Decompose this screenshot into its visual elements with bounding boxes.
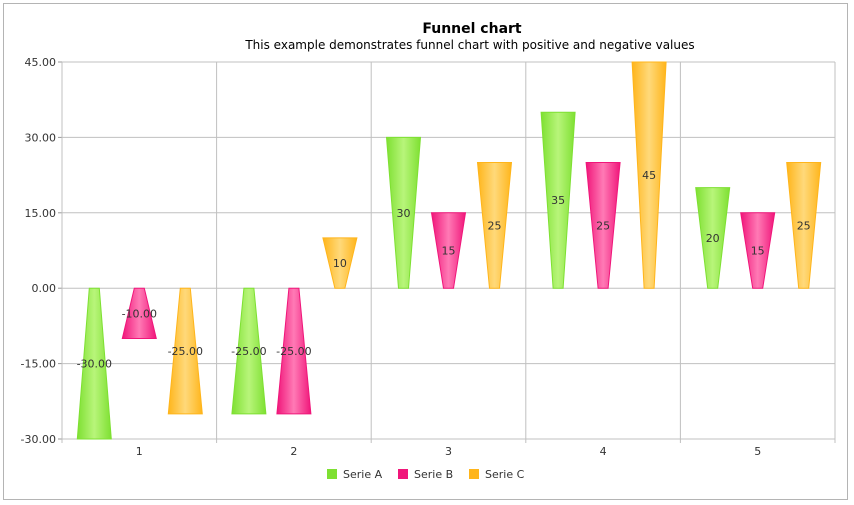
chart-title: Funnel chart <box>422 21 522 37</box>
funnel-bar-serie-a <box>76 287 112 440</box>
funnel-bar-serie-c <box>786 162 822 289</box>
funnel-bar-serie-c <box>476 162 513 289</box>
x-tick-label: 2 <box>290 445 297 458</box>
data-label: -25.00 <box>276 345 311 358</box>
funnel-bar-serie-b <box>121 287 157 339</box>
funnel-bar-serie-a <box>540 111 576 289</box>
data-label: 10 <box>333 257 347 270</box>
chart-frame <box>3 3 848 500</box>
legend-swatch <box>398 469 408 479</box>
x-tick-label: 4 <box>600 445 607 458</box>
data-label: -10.00 <box>122 307 157 320</box>
data-label: -30.00 <box>77 358 112 371</box>
legend-swatch <box>327 469 337 479</box>
data-label: 25 <box>488 219 502 232</box>
legend-swatch <box>469 469 479 479</box>
funnel-bar-serie-b <box>740 212 776 289</box>
legend-label: Serie B <box>414 468 453 481</box>
funnel-bar-serie-b <box>585 162 621 289</box>
data-label: -25.00 <box>231 345 266 358</box>
y-tick-label: 30.00 <box>25 131 57 144</box>
funnel-bar-serie-c <box>322 237 358 289</box>
y-tick-label: -30.00 <box>21 433 56 446</box>
data-label: 20 <box>706 232 720 245</box>
legend-label: Serie C <box>485 468 525 481</box>
x-tick-label: 3 <box>445 445 452 458</box>
legend-label: Serie A <box>343 468 383 481</box>
data-label: 45 <box>642 169 656 182</box>
funnel-bar-serie-c <box>167 287 203 415</box>
x-tick-label: 5 <box>754 445 761 458</box>
data-label: 35 <box>551 194 565 207</box>
y-tick-label: 0.00 <box>32 282 57 295</box>
funnel-bar-serie-b <box>430 212 467 289</box>
chart-subtitle: This example demonstrates funnel chart w… <box>244 38 694 52</box>
funnel-bar-serie-a <box>231 287 267 415</box>
funnel-bar-serie-a <box>695 187 731 289</box>
funnel-bar-serie-a <box>385 136 422 289</box>
y-tick-label: 45.00 <box>25 56 57 69</box>
x-tick-label: 1 <box>136 445 143 458</box>
funnel-bar-serie-b <box>276 287 312 415</box>
data-label: 15 <box>442 245 456 258</box>
y-tick-label: -15.00 <box>21 358 56 371</box>
data-label: 30 <box>397 207 411 220</box>
y-tick-label: 15.00 <box>25 207 57 220</box>
data-label: 25 <box>596 219 610 232</box>
data-label: 25 <box>797 219 811 232</box>
data-label: 15 <box>751 245 765 258</box>
data-label: -25.00 <box>168 345 203 358</box>
funnel-bar-serie-c <box>631 61 667 289</box>
